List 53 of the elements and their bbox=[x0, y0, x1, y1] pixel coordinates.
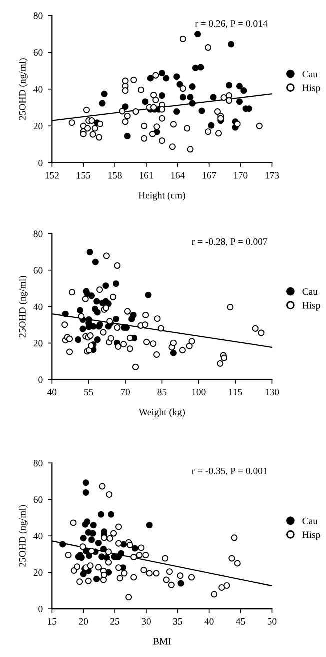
y-tick-label: 20 bbox=[34, 340, 43, 347]
x-tick-label: 30 bbox=[142, 618, 151, 625]
legend-label: Cau bbox=[302, 71, 318, 78]
y-axis-title: 25OHD (ng/ml) bbox=[19, 58, 28, 120]
x-tick-label: 100 bbox=[192, 389, 206, 396]
annotation: r = -0.28, P = 0.007 bbox=[192, 238, 268, 247]
y-tick-label: 40 bbox=[34, 86, 43, 93]
y-tick-label: 0 bbox=[38, 160, 43, 166]
x-tick-label: 161 bbox=[140, 172, 154, 179]
x-tick-label: 173 bbox=[266, 172, 280, 179]
x-tick-label: 167 bbox=[202, 172, 216, 179]
legend-label: Hisp bbox=[302, 532, 320, 540]
x-tick-label: 152 bbox=[46, 172, 59, 179]
legend-label: Cau bbox=[302, 518, 318, 524]
annotation: r = 0.26, P = 0.014 bbox=[195, 20, 268, 28]
x-tick-label: 155 bbox=[77, 172, 91, 179]
legend-label: Hisp bbox=[302, 302, 320, 311]
x-tick-label: 20 bbox=[79, 618, 88, 625]
x-axis-title: Weight (kg) bbox=[138, 408, 185, 418]
x-tick-label: 70 bbox=[121, 389, 130, 396]
y-tick-label: 0 bbox=[38, 606, 43, 613]
x-tick-label: 25 bbox=[110, 618, 120, 625]
annotation: r = -0.35, P = 0.001 bbox=[192, 468, 268, 476]
y-tick-label: 80 bbox=[34, 460, 43, 467]
x-tick-label: 55 bbox=[84, 389, 94, 396]
y-tick-label: 40 bbox=[34, 533, 43, 540]
x-axis-title: Height (cm) bbox=[138, 192, 186, 201]
y-tick-label: 20 bbox=[34, 569, 43, 576]
y-tick-label: 60 bbox=[34, 267, 43, 274]
y-tick-label: 20 bbox=[34, 123, 43, 130]
y-tick-label: 60 bbox=[34, 49, 43, 56]
x-tick-label: 40 bbox=[204, 618, 214, 625]
y-axis-title: 25OHD (ng/ml) bbox=[19, 505, 28, 567]
legend-label: Hisp bbox=[302, 84, 320, 94]
x-tick-label: 164 bbox=[171, 172, 186, 179]
legend-label: Cau bbox=[302, 288, 318, 296]
y-tick-label: 60 bbox=[34, 496, 43, 504]
x-axis-title: BMI bbox=[153, 638, 172, 645]
y-tick-label: 80 bbox=[34, 12, 43, 20]
x-tick-label: 15 bbox=[48, 618, 57, 625]
x-tick-label: 115 bbox=[229, 389, 242, 396]
x-tick-label: 85 bbox=[158, 389, 167, 396]
x-tick-label: 35 bbox=[174, 618, 182, 625]
y-tick-label: 40 bbox=[34, 304, 43, 310]
y-axis-title: 25OHD (ng/ml) bbox=[19, 276, 28, 338]
x-tick-label: 50 bbox=[268, 618, 277, 625]
y-tick-label: 0 bbox=[38, 376, 43, 384]
x-tick-label: 130 bbox=[266, 389, 280, 396]
x-tick-label: 40 bbox=[47, 389, 57, 396]
x-tick-label: 158 bbox=[108, 172, 122, 179]
y-tick-label: 80 bbox=[34, 230, 43, 238]
x-tick-label: 45 bbox=[236, 618, 246, 625]
x-tick-label: 170 bbox=[234, 172, 248, 179]
